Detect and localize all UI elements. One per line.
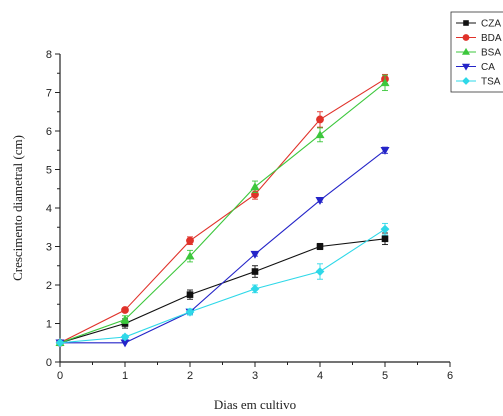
y-tick-label: 7 [46,88,52,100]
y-tick-label: 5 [46,165,52,177]
y-tick-label: 8 [46,49,52,61]
data-point [121,306,129,314]
legend-label: CZA [481,19,501,30]
series-line [60,149,386,344]
data-point [120,332,130,342]
x-tick-label: 5 [382,370,388,382]
plot-area: 0 1 2 3 4 5 6 0 1 2 3 4 5 6 7 8 [46,49,453,382]
legend-label: BDA [481,33,502,44]
data-point [250,284,260,294]
y-axis-title: Crescimento diametral (cm) [10,135,25,281]
series-line [59,82,386,344]
x-tick-label: 6 [447,370,453,382]
series-line [59,238,386,344]
data-point [120,315,130,323]
data-point [380,146,390,155]
y-tick-label: 3 [46,242,52,254]
series-line [59,78,386,344]
y-tick-label: 4 [46,203,52,215]
legend-label: BSA [481,48,501,59]
data-point [316,243,324,250]
legend-marker [461,63,471,71]
x-tick-label: 1 [122,370,128,382]
data-point [315,130,325,139]
legend-label: CA [481,62,495,73]
data-point [186,291,194,298]
data-point [250,250,260,259]
data-point [315,267,325,276]
x-ticks: 0 1 2 3 4 5 6 [57,362,453,382]
data-point [381,235,389,243]
series-bda [56,73,389,347]
data-point [186,236,194,245]
legend: CZA BDA BSA CA TSA [450,11,503,93]
y-tick-label: 1 [46,319,52,331]
data-point [380,78,390,87]
data-point [315,197,325,205]
x-axis-title: Dias em cultivo [214,397,296,412]
series-layer [55,73,390,348]
legend-marker [463,20,469,26]
legend-item-cza: CZA [456,19,501,30]
x-tick-label: 2 [187,370,193,382]
legend-marker [462,34,470,41]
series-tsa [55,222,390,348]
legend-marker [462,77,470,85]
data-point [316,115,324,124]
series-cza [56,232,389,347]
data-point [250,182,260,191]
y-tick-label: 0 [46,357,52,369]
series-ca [55,146,390,348]
data-point [251,268,259,275]
legend-item-tsa: TSA [456,77,501,88]
data-point [185,251,195,260]
legend-marker [461,47,471,55]
legend-item-bda: BDA [456,33,502,44]
data-point [185,307,195,317]
series-bsa [55,74,390,347]
data-point [55,338,65,348]
legend-label: TSA [481,77,501,88]
y-tick-label: 2 [46,280,52,292]
x-tick-label: 4 [317,370,323,382]
y-tick-label: 6 [46,126,52,138]
legend-item-bsa: BSA [456,48,501,59]
x-tick-label: 3 [252,370,258,382]
data-point [380,224,390,234]
x-tick-label: 0 [57,370,63,382]
series-line [59,228,386,344]
legend-item-ca: CA [456,62,495,73]
y-ticks: 0 1 2 3 4 5 6 7 8 [46,49,60,369]
